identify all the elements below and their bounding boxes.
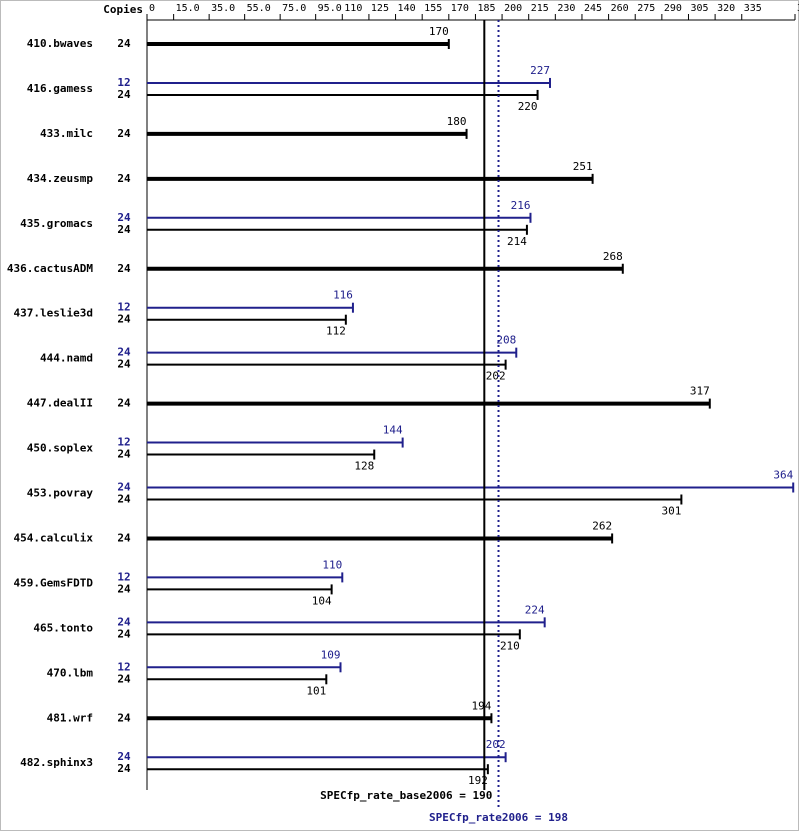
x-tick-label: 290 (664, 3, 682, 14)
value-label: 216 (511, 199, 531, 212)
copies-label: 12 (117, 570, 130, 583)
value-label: 194 (472, 699, 492, 712)
copies-label: 24 (117, 762, 131, 775)
x-tick-label: 15.0 (176, 3, 200, 14)
x-tick-label: 75.0 (282, 3, 306, 14)
x-tick-label: 155 (424, 3, 442, 14)
value-label: 128 (354, 460, 374, 473)
benchmark-label: 454.calculix (14, 531, 94, 544)
benchmark-label: 470.lbm (47, 666, 94, 679)
copies-label: 24 (117, 711, 131, 724)
value-label: 251 (573, 160, 593, 173)
copies-label: 24 (117, 448, 131, 461)
value-label: 110 (322, 558, 342, 571)
x-tick-label: 305 (690, 3, 708, 14)
x-tick-label: 0 (149, 3, 155, 14)
benchmark-label: 437.leslie3d (14, 307, 93, 320)
benchmark-label: 444.namd (40, 352, 93, 365)
copies-header: Copies (103, 3, 143, 16)
x-tick-label: 35.0 (211, 3, 235, 14)
x-tick-label: 365 (797, 3, 799, 14)
copies-label: 24 (117, 88, 131, 101)
copies-label: 24 (117, 358, 131, 371)
value-label: 202 (486, 738, 506, 751)
benchmark-label: 410.bwaves (27, 37, 93, 50)
benchmark-label: 447.dealII (27, 397, 93, 410)
value-label: 208 (496, 334, 516, 347)
benchmark-label: 435.gromacs (20, 217, 93, 230)
x-tick-label: 140 (398, 3, 416, 14)
copies-label: 24 (117, 223, 131, 236)
x-tick-label: 215 (531, 3, 549, 14)
reference-label: SPECfp_rate_base2006 = 190 (320, 789, 492, 802)
reference-label: SPECfp_rate2006 = 198 (429, 811, 568, 824)
benchmark-label: 416.gamess (27, 82, 93, 95)
value-label: 116 (333, 289, 353, 302)
benchmark-label: 433.milc (40, 127, 93, 140)
copies-label: 24 (117, 37, 131, 50)
benchmark-label: 459.GemsFDTD (14, 576, 94, 589)
x-tick-label: 95.0 (318, 3, 342, 14)
value-label: 301 (662, 505, 682, 518)
copies-label: 12 (117, 436, 130, 449)
copies-label: 24 (117, 627, 131, 640)
x-tick-label: 170 (451, 3, 469, 14)
x-tick-label: 185 (477, 3, 495, 14)
copies-label: 24 (117, 750, 131, 763)
copies-label: 24 (117, 346, 131, 359)
x-tick-label: 320 (717, 3, 735, 14)
x-tick-label: 275 (637, 3, 655, 14)
x-tick-label: 55.0 (247, 3, 271, 14)
value-label: 220 (518, 100, 538, 113)
value-label: 224 (525, 603, 545, 616)
value-label: 170 (429, 25, 449, 38)
x-tick-label: 110 (344, 3, 362, 14)
copies-label: 24 (117, 493, 131, 506)
value-label: 227 (530, 64, 550, 77)
x-tick-label: 245 (584, 3, 602, 14)
value-label: 180 (447, 115, 467, 128)
benchmark-label: 434.zeusmp (27, 172, 94, 185)
copies-label: 24 (117, 397, 131, 410)
copies-label: 24 (117, 672, 131, 685)
benchmark-label: 450.soplex (27, 442, 94, 455)
benchmark-label: 465.tonto (33, 621, 93, 634)
copies-label: 12 (117, 660, 130, 673)
x-tick-label: 260 (611, 3, 629, 14)
copies-label: 24 (117, 313, 131, 326)
value-label: 192 (468, 774, 488, 787)
x-tick-label: 200 (504, 3, 522, 14)
value-label: 202 (486, 370, 506, 383)
value-label: 364 (773, 469, 793, 482)
copies-label: 12 (117, 76, 130, 89)
value-label: 144 (383, 424, 403, 437)
x-tick-label: 125 (371, 3, 389, 14)
copies-label: 24 (117, 531, 131, 544)
value-label: 268 (603, 250, 623, 263)
copies-label: 24 (117, 481, 131, 494)
value-label: 104 (312, 594, 332, 607)
benchmark-label: 436.cactusADM (7, 262, 93, 275)
copies-label: 12 (117, 301, 130, 314)
benchmark-label: 482.sphinx3 (20, 756, 93, 769)
copies-label: 24 (117, 172, 131, 185)
value-label: 214 (507, 235, 527, 248)
value-label: 262 (592, 519, 612, 532)
value-label: 317 (690, 385, 710, 398)
copies-label: 24 (117, 127, 131, 140)
value-label: 101 (306, 684, 326, 697)
x-tick-label: 335 (744, 3, 762, 14)
copies-label: 24 (117, 615, 131, 628)
value-label: 112 (326, 325, 346, 338)
copies-label: 24 (117, 262, 131, 275)
x-tick-label: 230 (557, 3, 575, 14)
value-label: 210 (500, 639, 520, 652)
benchmark-label: 481.wrf (47, 711, 93, 724)
benchmark-label: 453.povray (27, 487, 94, 500)
copies-label: 24 (117, 582, 131, 595)
copies-label: 24 (117, 211, 131, 224)
value-label: 109 (321, 648, 341, 661)
